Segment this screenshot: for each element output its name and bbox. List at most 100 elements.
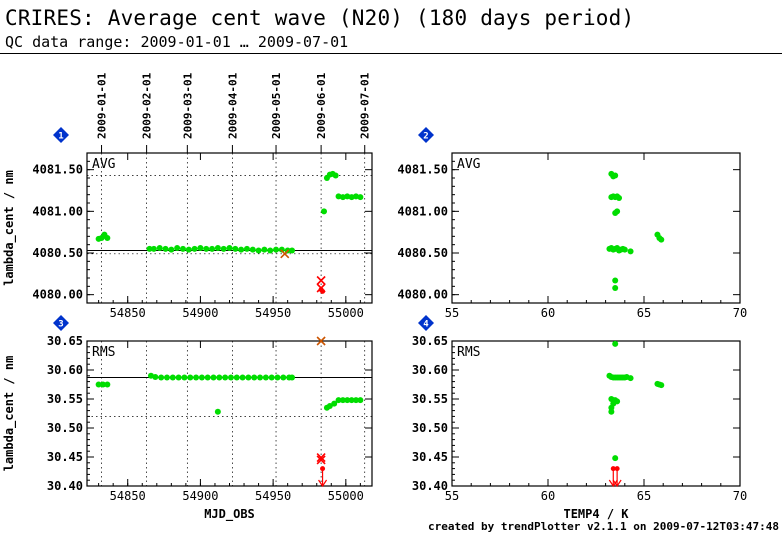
panel-3-data-point (169, 374, 176, 381)
panel-1-cross-marker (280, 249, 290, 259)
panel-3-data-point (274, 374, 281, 381)
panel-2-ytick-label: 4080.50 (397, 246, 448, 260)
panel-4-badge-icon (418, 315, 434, 331)
panel-3-data-point (348, 397, 355, 404)
panel-4-xtick-label: 55 (445, 489, 459, 503)
panel-3-ytick-label: 30.50 (47, 421, 83, 435)
panel-3-outlier-arrowhead (318, 479, 328, 488)
panel-3-ytick-label: 30.60 (47, 363, 83, 377)
panel-3-data-point (268, 374, 275, 381)
panel-3-data-point (99, 381, 106, 388)
panel-2-data-point (612, 277, 619, 284)
panel-1-data-point (168, 246, 175, 253)
panel-4-label: RMS (457, 345, 480, 360)
panel-1-badge-number: 1 (58, 132, 63, 142)
panel-4-ytick-label: 30.45 (412, 450, 448, 464)
panel-4-xtick-label: 70 (733, 489, 747, 503)
panel-3-data-point (280, 374, 287, 381)
panel-3-data-point (222, 374, 229, 381)
panel-2-data-point (621, 246, 628, 253)
panel-1-data-point (255, 247, 262, 254)
panel-1-data-point (232, 245, 239, 252)
panel-3-data-point (331, 400, 338, 407)
panel-3-badge-icon (53, 315, 69, 331)
panel-2-xtick-label: 70 (733, 306, 747, 320)
panel-1-data-point (203, 245, 210, 252)
panel-3-data-point (198, 374, 205, 381)
panel-2-data-point (612, 285, 619, 291)
panel-3-xtick-label: 54900 (182, 489, 218, 503)
panel-3-cross-marker (316, 455, 326, 465)
panel-4-outlier-arrowhead (612, 479, 622, 488)
panel-1-data-point (146, 245, 153, 252)
panel-3-data-point (95, 381, 102, 388)
panel-3-data-point (163, 374, 170, 381)
panel-1-xtick-label: 54900 (182, 306, 218, 320)
panel-1-label: AVG (92, 157, 116, 172)
panel-3-data-point (216, 374, 223, 381)
panel-3-ytick-label: 30.40 (47, 479, 83, 493)
panel-4-data-point (627, 375, 634, 382)
panel-1-data-point (332, 172, 339, 179)
panel-1-top-date-label: 2009-01-01 (96, 72, 109, 139)
panel-3-label: RMS (92, 345, 115, 360)
panel-1-xtick-label: 54950 (255, 306, 291, 320)
panel-1-data-point (150, 245, 157, 252)
panel-1-data-point (156, 245, 163, 251)
panel-2-data-point (614, 208, 621, 215)
panel-1-data-point (261, 246, 268, 253)
panel-3-xtick-label: 55000 (328, 489, 364, 503)
panel-3-xtick-label: 54850 (110, 489, 146, 503)
panel-2-frame (451, 152, 741, 304)
panel-1-data-point (174, 245, 181, 251)
panel-1-badge-icon (53, 127, 69, 143)
panel-4-ytick-label: 30.65 (412, 334, 448, 348)
panel-2-label: AVG (457, 157, 481, 172)
panel-1-top-date-label: 2009-03-01 (181, 72, 194, 139)
panel-4-ytick-label: 30.50 (412, 421, 448, 435)
panel-3-data-point (152, 373, 159, 380)
panel-1-top-date-label: 2009-05-01 (270, 72, 283, 139)
panel-3-data-point (353, 397, 360, 404)
panel-3-data-point (175, 374, 182, 381)
panel-1-cross-marker (316, 283, 326, 293)
panel-3-data-point (357, 397, 364, 404)
panel-4-ytick-label: 30.55 (412, 392, 448, 406)
panel-2-data-point (627, 248, 634, 255)
panel-4-outlier-arrowhead (608, 479, 618, 488)
panel-2-ytick-label: 4081.00 (397, 204, 448, 218)
panel-3-badge-number: 3 (58, 320, 63, 330)
panel-3-data-point (257, 374, 264, 381)
panel-2-ytick-label: 4080.00 (397, 288, 448, 302)
panel-3-data-point (104, 381, 111, 388)
panel-3-cross-marker (316, 453, 326, 463)
panel-1-data-point (209, 245, 216, 252)
panel-1-data-point (249, 246, 256, 253)
panel-3-data-point (233, 374, 240, 381)
panel-1-data-point (243, 245, 250, 252)
panel-1-ytick-label: 4080.00 (32, 288, 83, 302)
footer-credit: created by trendPlotter v2.1.1 on 2009-0… (428, 520, 779, 533)
panel-4-frame (451, 340, 741, 487)
panel-4-data-point (612, 455, 619, 462)
panel-4-ytick-label: 30.40 (412, 479, 448, 493)
panel-1-data-point (104, 235, 111, 241)
panel-2-data-point (616, 195, 623, 201)
panel-2-xtick-label: 60 (541, 306, 555, 320)
panel-1-ytick-label: 4081.50 (32, 163, 83, 177)
panel-3-data-point (158, 374, 165, 381)
panel-3-data-point (227, 374, 234, 381)
panel-1-xtick-label: 55000 (328, 306, 364, 320)
panel-1-cross-marker (316, 275, 326, 286)
panel-1-data-point (321, 208, 328, 215)
panel-2-ytick-label: 4081.50 (397, 163, 448, 177)
panel-3-xlabel: MJD_OBS (204, 507, 255, 522)
panel-1-ytick-label: 4080.50 (32, 246, 83, 260)
panel-3-xtick-label: 54950 (255, 489, 291, 503)
panel-4-data-point (658, 382, 665, 389)
panel-3-ylabel: lambda_cent / nm (2, 356, 17, 472)
panel-3-data-point (344, 397, 351, 404)
panel-2-xtick-label: 65 (637, 306, 651, 320)
panel-3-ytick-label: 30.55 (47, 392, 83, 406)
